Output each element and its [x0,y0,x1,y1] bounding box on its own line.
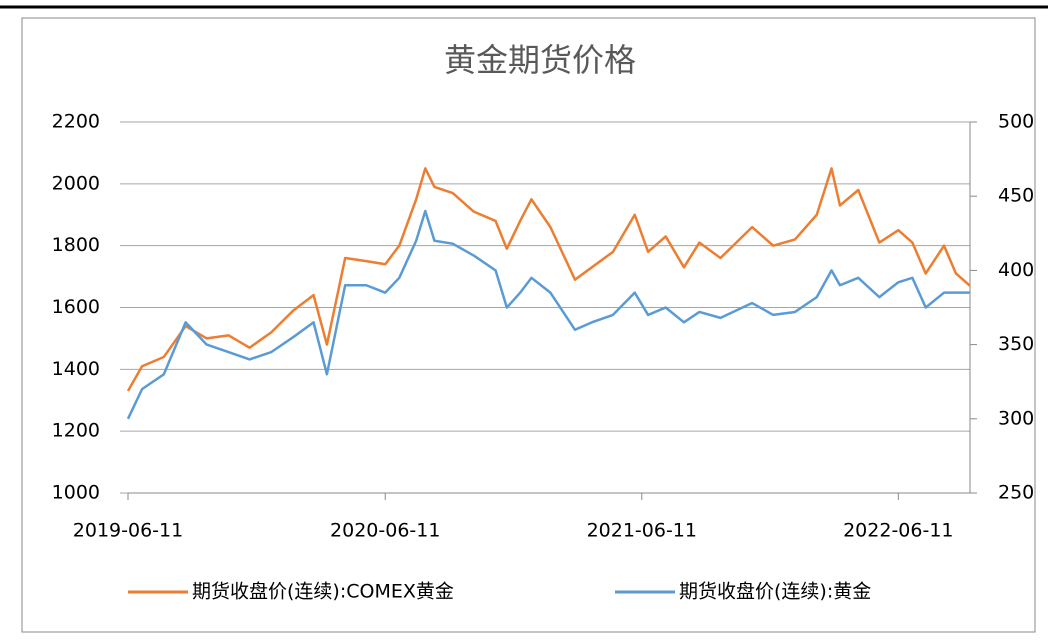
chart-title: 黄金期货价格 [444,41,636,79]
y-tick-label: 1800 [52,234,100,256]
y-tick-label: 2200 [52,111,100,133]
y-tick-label: 2000 [52,172,100,194]
x-tick-label: 2020-06-11 [330,520,440,542]
y2-tick-label: 250 [998,482,1034,504]
x-tick-label: 2019-06-11 [73,520,183,542]
series-line [126,209,970,420]
y-tick-label: 1600 [52,296,100,318]
chart-frame [21,17,1036,633]
legend-label: 期货收盘价(连续):黄金 [679,581,871,603]
y-tick-label: 1400 [52,358,100,380]
y2-tick-label: 400 [998,259,1034,281]
y-tick-label: 1200 [52,420,100,442]
series-line [126,167,971,392]
y2-tick-label: 300 [998,407,1034,429]
x-tick-label: 2021-06-11 [587,520,697,542]
y2-tick-label: 500 [998,111,1034,133]
y2-tick-label: 450 [998,185,1034,207]
legend-label: 期货收盘价(连续):COMEX黄金 [192,581,454,603]
x-tick-label: 2022-06-11 [843,520,953,542]
y-tick-label: 1000 [52,482,100,504]
y2-tick-label: 350 [998,333,1034,355]
